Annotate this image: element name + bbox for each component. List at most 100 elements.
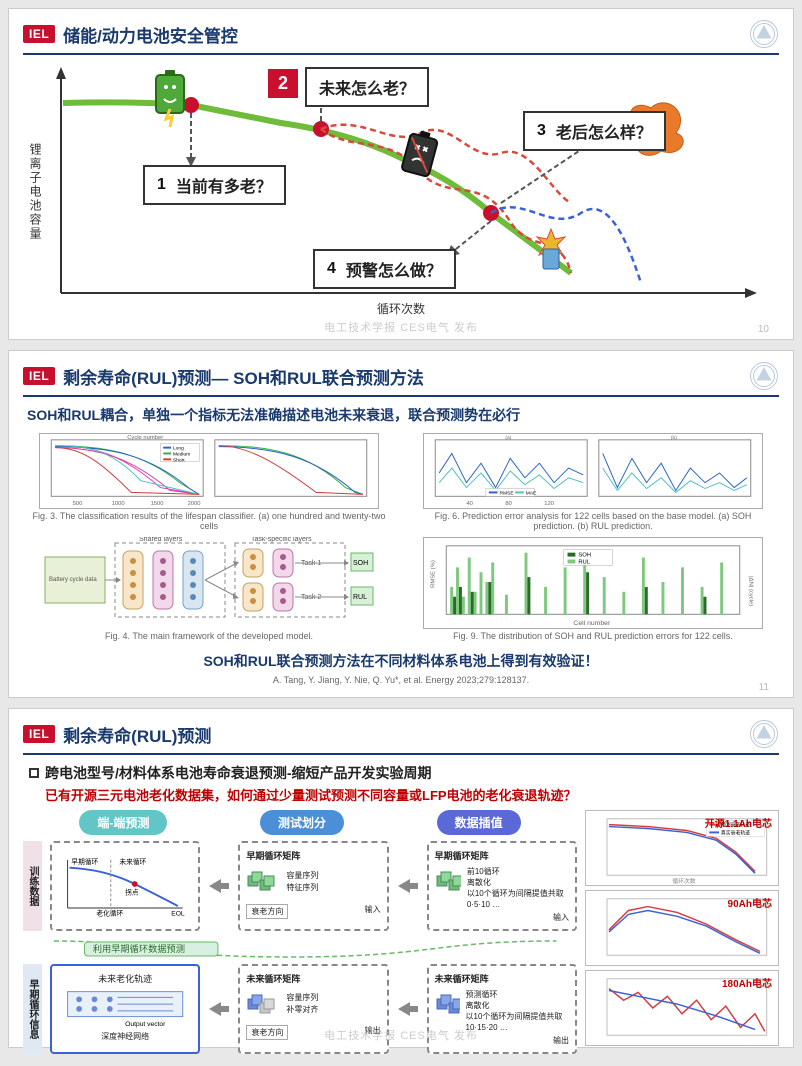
svg-text:循环次数: 循环次数 [672, 877, 695, 885]
svg-text:|ΔN| (cycle): |ΔN| (cycle) [748, 576, 754, 606]
svg-text:早期循环: 早期循环 [71, 857, 98, 866]
mini-title-2: 90Ah电芯 [728, 895, 772, 910]
svg-text:真实衰老轨迹: 真实衰老轨迹 [721, 829, 750, 836]
svg-text:500: 500 [73, 501, 83, 507]
q4-num: 4 [327, 260, 336, 278]
svg-text:MAE: MAE [526, 490, 537, 496]
svg-text:(b): (b) [671, 435, 677, 441]
y-axis-label: 锂离子电池容量 [27, 143, 44, 241]
pill-row: 端-端预测 测试划分 数据插值 [23, 810, 577, 835]
svg-text:80: 80 [505, 501, 512, 507]
mini-title-1: 开源1.1Ah电芯 [705, 815, 772, 830]
title-row: IEL 剩余寿命(RUL)预测— SOH和RUL联合预测方法 [23, 361, 779, 397]
svg-text:40: 40 [466, 501, 473, 507]
fig4-diagram: Shared layers Task-specific layers Batte… [39, 537, 379, 629]
q2-num: 2 [268, 69, 298, 98]
slide-1: IEL 储能/动力电池安全管控 锂离子电池容量 循环次数 [8, 8, 794, 340]
svg-text:Long: Long [173, 446, 184, 452]
svg-text:SOH: SOH [578, 553, 591, 559]
slide3-body: 端-端预测 测试划分 数据插值 训练数据 早期循环 未来循环 拐点 [23, 810, 779, 1062]
slide-3: IEL 剩余寿命(RUL)预测 跨电池型号/材料体系电池寿命衰退预测-缩短产品开… [8, 708, 794, 1048]
svg-text:EOL: EOL [171, 911, 185, 918]
r2-box1: 未来老化轨迹 Output vector 深度神经网络 [50, 964, 200, 1054]
iel-badge: IEL [23, 725, 55, 743]
fig6-cell: 40 80 120 RMSE MAE (a) (b) Fig. 6. Predi… [413, 433, 773, 531]
svg-text:Cycle number: Cycle number [127, 435, 163, 441]
pill-3: 数据插值 [437, 810, 521, 835]
fig9-cell: SOH RUL Cell number RMSE (%) |ΔN| (cycle… [413, 537, 773, 641]
title-row: IEL 剩余寿命(RUL)预测 [23, 719, 779, 755]
svg-text:RUL: RUL [578, 559, 590, 565]
pill-2: 测试划分 [260, 810, 344, 835]
org-logo-icon [749, 19, 779, 49]
side-label-train: 训练数据 [23, 841, 42, 931]
slide-title: 剩余寿命(RUL)预测 [63, 722, 749, 747]
slide-title: 剩余寿命(RUL)预测— SOH和RUL联合预测方法 [63, 364, 749, 389]
svg-text:RMSE (%): RMSE (%) [431, 560, 437, 588]
page-number: 10 [758, 324, 769, 335]
slide3-right-charts: 开源1.1Ah电芯 预测衰老轨迹 真实衰老轨迹 循环次数 90Ah电芯 [585, 810, 779, 1062]
slide3-bullet: 跨电池型号/材料体系电池寿命衰退预测-缩短产品开发实验周期 [29, 763, 779, 783]
svg-text:120: 120 [544, 501, 554, 507]
fig6-caption: Fig. 6. Prediction error analysis for 12… [413, 511, 773, 531]
svg-text:RMSE: RMSE [500, 490, 515, 496]
fig3-caption: Fig. 3. The classification results of th… [29, 511, 389, 531]
svg-text:2000: 2000 [188, 501, 202, 507]
q1-text: 当前有多老？ [176, 173, 272, 197]
fig4-caption: Fig. 4. The main framework of the develo… [105, 631, 313, 641]
arrow-left-icon [208, 964, 230, 1054]
svg-text:老化循环: 老化循环 [96, 909, 123, 918]
fig9-plot: SOH RUL Cell number RMSE (%) |ΔN| (cycle… [423, 537, 763, 629]
iel-badge: IEL [23, 367, 55, 385]
mini-chart-1: 开源1.1Ah电芯 预测衰老轨迹 真实衰老轨迹 循环次数 [585, 810, 779, 886]
q3-num: 3 [537, 122, 546, 140]
fig4-cell: Shared layers Task-specific layers Batte… [29, 537, 389, 641]
svg-text:SOH: SOH [353, 560, 368, 567]
q1-box: 1 当前有多老？ [143, 165, 286, 205]
q3-box: 3 老后怎么样？ [523, 111, 666, 151]
svg-text:1000: 1000 [112, 501, 126, 507]
svg-text:Short: Short [173, 457, 185, 463]
bullet-icon [29, 768, 39, 778]
mini-title-3: 180Ah电芯 [722, 975, 772, 990]
pill-1: 端-端预测 [79, 810, 167, 835]
svg-text:Task-specific layers: Task-specific layers [251, 537, 312, 543]
flow-row-2: 早期循环信息 未来老化轨迹 Output vector 深度神经网络 未来循环矩… [23, 964, 577, 1054]
mini-chart-2: 90Ah电芯 [585, 890, 779, 966]
slide2-subheading: SOH和RUL耦合，单独一个指标无法准确描述电池未来衰退，联合预测势在必行 [27, 405, 779, 425]
arrow-left-icon [397, 841, 419, 931]
slide-2: IEL 剩余寿命(RUL)预测— SOH和RUL联合预测方法 SOH和RUL耦合… [8, 350, 794, 698]
r1-box2: 早期循环矩阵 容量序列 特征序列 衰老方向 输入 [238, 841, 388, 931]
slide2-citation: A. Tang, Y. Jiang, Y. Nie, Q. Yu*, et al… [23, 675, 779, 685]
svg-text:Cell number: Cell number [573, 620, 611, 627]
q4-box: 4 预警怎么做？ [313, 249, 456, 289]
slide3-flow-area: 端-端预测 测试划分 数据插值 训练数据 早期循环 未来循环 拐点 [23, 810, 577, 1062]
fig3-plot: 500 1000 1500 2000 Long Medium Short Cyc… [39, 433, 379, 509]
mini-chart-3: 180Ah电芯 [585, 970, 779, 1046]
slide2-conclusion: SOH和RUL联合预测方法在不同材料体系电池上得到有效验证！ [23, 651, 779, 671]
svg-text:Shared layers: Shared layers [139, 537, 183, 543]
r1-box3: 早期循环矩阵 前10循环 离散化 以10个循环为间隔提值共取 0·5·10 … … [427, 841, 577, 931]
svg-text:1500: 1500 [151, 501, 165, 507]
r1-box1: 早期循环 未来循环 拐点 老化循环 EOL [50, 841, 200, 931]
page-number: 11 [759, 682, 769, 693]
svg-text:Output vector: Output vector [125, 1021, 166, 1028]
q1-num: 1 [157, 176, 166, 194]
watermark: 电工技术学报 CES电气 发布 [324, 319, 478, 335]
org-logo-icon [749, 719, 779, 749]
title-row: IEL 储能/动力电池安全管控 [23, 19, 779, 55]
org-logo-icon [749, 361, 779, 391]
flow-row-1: 训练数据 早期循环 未来循环 拐点 老化循环 EOL [23, 841, 577, 931]
q2-box: 未来怎么老？ [305, 67, 429, 107]
arrow-left-icon [208, 841, 230, 931]
fig9-caption: Fig. 9. The distribution of SOH and RUL … [453, 631, 733, 641]
watermark: 电工技术学报 CES电气 发布 [324, 1027, 478, 1043]
figure-grid: 500 1000 1500 2000 Long Medium Short Cyc… [29, 433, 773, 641]
svg-text:Medium: Medium [173, 451, 190, 457]
iel-badge: IEL [23, 25, 55, 43]
q3-text: 老后怎么样？ [556, 119, 652, 143]
mid-connector: 利用早期循环数据预测 [23, 939, 577, 959]
slide3-redline: 已有开源三元电池老化数据集，如何通过少量测试预测不同容量或LFP电池的老化衰退轨… [45, 785, 779, 804]
slide1-chart-area: 锂离子电池容量 循环次数 [23, 63, 779, 323]
fig3-cell: 500 1000 1500 2000 Long Medium Short Cyc… [29, 433, 389, 531]
